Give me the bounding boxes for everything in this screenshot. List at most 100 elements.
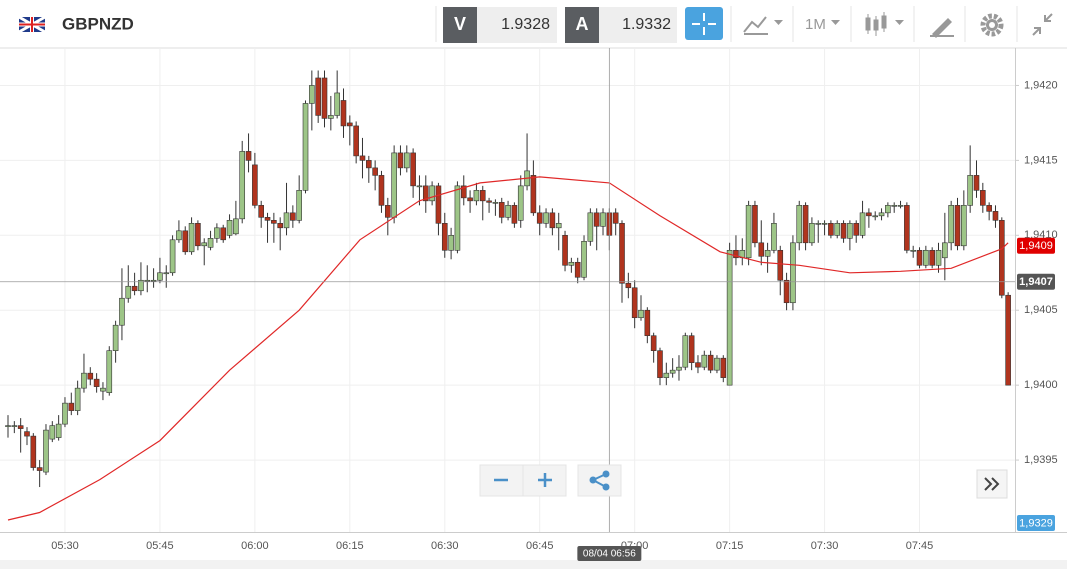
candle-body bbox=[302, 103, 309, 191]
candle-body bbox=[372, 167, 378, 176]
candle-body bbox=[201, 242, 208, 247]
candle-body bbox=[239, 151, 246, 220]
candle-body bbox=[473, 190, 480, 202]
candle-body bbox=[486, 200, 492, 203]
candle-body bbox=[910, 249, 916, 252]
candle-body bbox=[252, 164, 258, 206]
candle-body bbox=[448, 235, 454, 251]
x-tick-label: 06:45 bbox=[526, 540, 554, 552]
x-tick-label: 07:30 bbox=[811, 540, 839, 552]
candle-body bbox=[790, 242, 796, 304]
candle-body bbox=[815, 223, 822, 225]
candle-body bbox=[536, 212, 543, 224]
candle-body bbox=[707, 354, 714, 371]
candle-type-button[interactable] bbox=[865, 12, 904, 36]
candle-body bbox=[207, 238, 214, 248]
candle-body bbox=[435, 185, 442, 224]
candle-body bbox=[283, 212, 290, 229]
candle-body bbox=[271, 220, 277, 224]
candle-body bbox=[93, 378, 100, 387]
y-tick-label: 1,9395 bbox=[1024, 454, 1058, 466]
candle-body bbox=[347, 122, 353, 127]
x-tick-label: 06:15 bbox=[336, 540, 364, 552]
x-tick-label: 07:15 bbox=[716, 540, 744, 552]
candle-body bbox=[650, 335, 657, 351]
candle-body bbox=[340, 100, 347, 127]
zoom-out-button[interactable] bbox=[479, 464, 524, 497]
candle-body bbox=[11, 425, 18, 427]
candle-body bbox=[612, 212, 619, 224]
candle-body bbox=[923, 249, 929, 266]
x-tick-label: 06:00 bbox=[241, 540, 269, 552]
ask-box[interactable] bbox=[599, 7, 677, 43]
scroll-end-button[interactable] bbox=[976, 469, 1008, 499]
timeframe-button[interactable]: 1M bbox=[805, 16, 840, 33]
candle-body bbox=[726, 249, 733, 386]
candle-body bbox=[954, 205, 961, 247]
candle-body bbox=[467, 197, 473, 202]
candle-body bbox=[384, 205, 391, 218]
candle-body bbox=[549, 212, 556, 229]
candle-body bbox=[498, 202, 505, 218]
candle-body bbox=[43, 429, 49, 473]
candle-body bbox=[517, 185, 524, 221]
candle-body bbox=[5, 425, 11, 427]
candle-body bbox=[277, 223, 283, 229]
ask-label-box bbox=[565, 7, 599, 43]
candle-body bbox=[701, 354, 708, 368]
candle-body bbox=[258, 205, 265, 218]
candle-body bbox=[986, 205, 992, 212]
candle-body bbox=[866, 212, 872, 217]
candle-body bbox=[1005, 294, 1011, 386]
candle-body bbox=[948, 205, 954, 244]
draw-button[interactable] bbox=[930, 18, 954, 38]
candle-body bbox=[315, 77, 321, 116]
timeframe: 1M bbox=[805, 16, 826, 33]
candle-body bbox=[720, 357, 727, 378]
candle-body bbox=[821, 223, 828, 225]
candle-body bbox=[182, 230, 189, 253]
candle-body bbox=[897, 205, 904, 207]
zoom-in-button[interactable] bbox=[522, 464, 567, 497]
last-price: 1,9409 bbox=[1019, 240, 1053, 252]
candle-body bbox=[106, 350, 113, 393]
collapse-button[interactable] bbox=[1032, 13, 1053, 36]
candle-body bbox=[131, 285, 138, 292]
bid-box[interactable] bbox=[477, 7, 557, 43]
candle-body bbox=[378, 175, 385, 206]
candle-body bbox=[796, 205, 803, 244]
candle-body bbox=[688, 335, 695, 363]
crosshair-price: 1,9407 bbox=[1019, 276, 1053, 288]
bid-tag: 1,9329 bbox=[1019, 517, 1053, 529]
candle-body bbox=[802, 205, 809, 244]
crosshair-time: 08/04 06:56 bbox=[583, 549, 636, 560]
candle-body bbox=[625, 282, 632, 289]
candle-body bbox=[17, 425, 24, 429]
candle-body bbox=[840, 223, 847, 239]
candle-body bbox=[169, 239, 176, 274]
candle-body bbox=[397, 152, 404, 169]
candle-body bbox=[999, 220, 1005, 296]
last-price-box bbox=[1017, 237, 1055, 254]
candle-body bbox=[980, 190, 986, 206]
settings-button[interactable] bbox=[980, 13, 1004, 37]
candle-body bbox=[460, 185, 467, 199]
bid-label: V bbox=[454, 14, 466, 34]
crosshair-price-box bbox=[1017, 273, 1055, 290]
candle-body bbox=[112, 324, 119, 351]
share-button[interactable] bbox=[577, 464, 622, 497]
candle-body bbox=[49, 425, 56, 440]
candle-body bbox=[562, 235, 568, 266]
candle-body bbox=[226, 220, 233, 236]
candle-body bbox=[334, 92, 340, 116]
candle-body bbox=[752, 205, 758, 244]
candle-body bbox=[74, 387, 81, 411]
candle-body bbox=[695, 362, 701, 368]
crosshair-button[interactable] bbox=[685, 7, 723, 40]
flag bbox=[18, 15, 46, 34]
chart-type-button[interactable] bbox=[743, 16, 783, 35]
candle-body bbox=[682, 335, 689, 368]
candle-body bbox=[416, 185, 423, 188]
candle-body bbox=[150, 279, 157, 282]
